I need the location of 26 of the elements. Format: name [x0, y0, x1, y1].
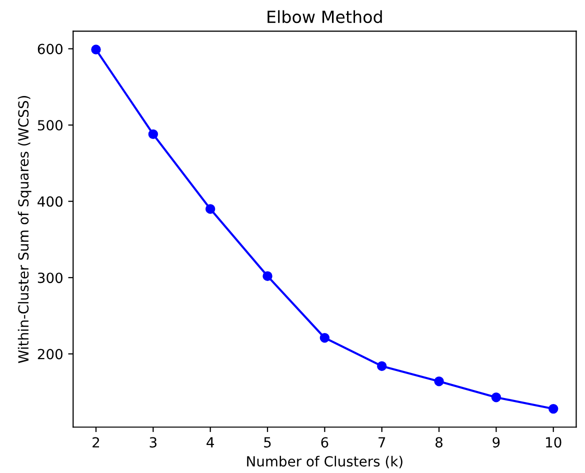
- point: [491, 392, 502, 402]
- point: [376, 361, 387, 371]
- x-tick-label: 9: [492, 437, 500, 448]
- point: [148, 129, 158, 140]
- x-axis-title: Number of Clusters (k): [247, 456, 402, 468]
- y-tick-label: 300: [38, 272, 62, 284]
- y-tick-label: 400: [38, 196, 62, 207]
- x-tick-label: 4: [206, 437, 214, 448]
- point: [548, 404, 558, 414]
- point: [91, 44, 101, 54]
- x-tick-label: 6: [321, 437, 328, 448]
- y-tick-label: 200: [38, 348, 62, 360]
- x-tick-label: 8: [436, 437, 442, 448]
- point: [320, 333, 330, 343]
- y-tick-label: 500: [38, 120, 62, 131]
- x-tick-label: 3: [150, 437, 156, 448]
- y-axis-title: Within-Cluster Sum of Squares (WCSS): [18, 96, 32, 364]
- chart-title: Elbow Method: [268, 10, 382, 24]
- x-tick-label: 10: [546, 437, 562, 448]
- point: [262, 271, 272, 281]
- point: [434, 376, 444, 386]
- x-tick-label: 2: [92, 437, 100, 448]
- x-tick-label: 5: [264, 437, 271, 448]
- point: [205, 204, 216, 214]
- y-tick-label: 600: [38, 44, 62, 54]
- x-tick-label: 7: [378, 437, 386, 448]
